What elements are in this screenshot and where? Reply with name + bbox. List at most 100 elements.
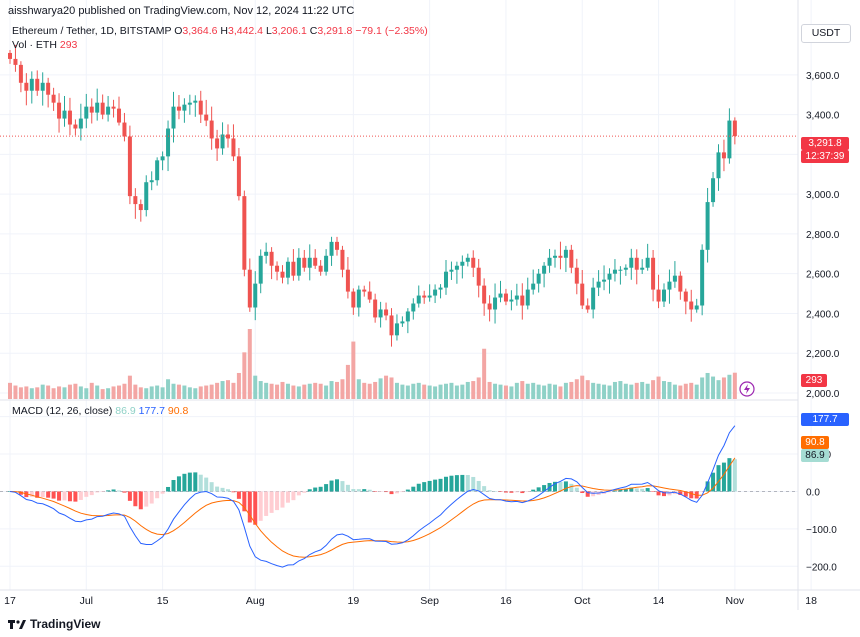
candle-body xyxy=(678,275,683,292)
volume-bar xyxy=(580,375,585,399)
candle-body xyxy=(242,196,247,270)
macd-histogram-bar xyxy=(689,491,694,499)
candle-body xyxy=(253,283,258,308)
change-value: −79.1 (−2.35%) xyxy=(355,25,428,37)
volume-bar xyxy=(542,385,547,399)
volume-legend: Vol · ETH 293 xyxy=(12,39,77,51)
volume-bar xyxy=(536,384,541,399)
macd-label[interactable]: MACD (12, 26, close) xyxy=(12,405,113,417)
candle-body xyxy=(24,82,29,91)
volume-bar xyxy=(176,384,181,399)
candle-body xyxy=(220,134,225,149)
volume-bar xyxy=(678,385,683,399)
macd-signal-value: 90.8 xyxy=(167,405,189,417)
last-price-badge: 3,291.8 xyxy=(801,137,849,150)
volume-bar xyxy=(509,386,514,399)
candle-body xyxy=(465,257,470,262)
signal-badge: 90.8 xyxy=(801,436,829,449)
macd-histogram-bar xyxy=(607,491,612,493)
currency-selector[interactable]: USDT xyxy=(801,24,851,43)
candle-body xyxy=(580,283,585,306)
volume-bar xyxy=(498,384,503,399)
volume-bar xyxy=(520,381,525,399)
candle-body xyxy=(247,269,252,308)
macd-legend: MACD (12, 26, close) 86.9 177.7 90.8 xyxy=(12,405,188,417)
volume-bar xyxy=(394,382,399,399)
candle-body xyxy=(711,178,716,203)
candle-body xyxy=(705,202,710,250)
macd-histogram-bar xyxy=(662,491,666,497)
candle-body xyxy=(193,100,198,103)
candle-body xyxy=(645,257,650,268)
time-tick-label: Sep xyxy=(420,595,439,607)
volume-bar xyxy=(335,381,339,399)
macd-histogram-bar xyxy=(389,491,394,495)
symbol-label[interactable]: Ethereum / Tether, 1D, BITSTAMP xyxy=(12,25,172,37)
volume-bar xyxy=(711,376,716,399)
volume-bar xyxy=(667,381,672,399)
volume-badge: 293 xyxy=(801,374,827,387)
footer-brand[interactable]: TradingView xyxy=(8,617,100,631)
candle-body xyxy=(209,120,214,139)
volume-bar xyxy=(656,376,661,399)
macd-histogram-bar xyxy=(520,491,525,494)
volume-bar xyxy=(400,384,405,399)
volume-bar xyxy=(220,381,225,399)
macd-histogram-bar xyxy=(498,491,503,492)
macd-histogram-bar xyxy=(553,481,557,492)
countdown-badge: 12:37:39 xyxy=(801,150,849,163)
candle-body xyxy=(296,257,301,276)
volume-bar xyxy=(727,374,732,399)
candle-body xyxy=(525,289,530,306)
macd-histogram-bar xyxy=(536,487,541,492)
macd-histogram-bar xyxy=(629,487,634,492)
candle-body xyxy=(100,102,105,115)
candle-body xyxy=(231,138,236,157)
volume-bar xyxy=(13,385,18,399)
candle-body xyxy=(133,196,138,205)
volume-bar xyxy=(198,386,203,399)
macd-histogram-bar xyxy=(656,491,661,496)
macd-histogram-bar xyxy=(672,491,677,495)
volume-bar xyxy=(258,381,263,399)
candle-body xyxy=(509,299,514,302)
candle-body xyxy=(460,261,465,266)
time-tick-label: 15 xyxy=(157,595,169,607)
volume-bar xyxy=(209,384,214,399)
macd-histogram-bar xyxy=(182,473,187,492)
price-axis: 3,600.03,400.03,200.03,000.02,800.02,600… xyxy=(806,71,840,400)
macd-histogram-bar xyxy=(531,489,536,492)
candle-body xyxy=(411,303,416,312)
candle-body xyxy=(236,156,241,197)
volume-bar xyxy=(487,381,492,399)
candle-body xyxy=(716,152,721,179)
volume-bar xyxy=(525,383,530,399)
volume-bar xyxy=(253,375,258,399)
macd-histogram-bar xyxy=(269,491,274,513)
volume-bar xyxy=(427,385,432,399)
time-tick-label: 18 xyxy=(805,595,817,607)
candle-body xyxy=(13,58,18,65)
volume-bar xyxy=(57,386,62,399)
volume-bar xyxy=(716,380,721,399)
candle-body xyxy=(155,160,160,181)
macd-histogram-bar xyxy=(362,489,367,492)
candle-body xyxy=(29,78,34,91)
price-tick-label: 2,000.0 xyxy=(806,389,840,400)
candle-body xyxy=(487,303,492,310)
macd-histogram-bar xyxy=(324,484,329,492)
macd-histogram-bar xyxy=(351,489,356,492)
volume-bar xyxy=(215,382,220,399)
volume-bar xyxy=(574,379,579,399)
candle-body xyxy=(345,269,350,292)
volume-bar xyxy=(18,387,23,399)
candle-body xyxy=(683,291,688,302)
volume-bar xyxy=(345,364,350,399)
macd-histogram-bar xyxy=(285,491,290,503)
volume-bar xyxy=(313,382,318,399)
candle-body xyxy=(700,249,705,306)
macd-line xyxy=(9,425,736,568)
macd-tick-label: −200.0 xyxy=(806,562,837,573)
volume-label[interactable]: Vol · ETH xyxy=(12,39,57,51)
